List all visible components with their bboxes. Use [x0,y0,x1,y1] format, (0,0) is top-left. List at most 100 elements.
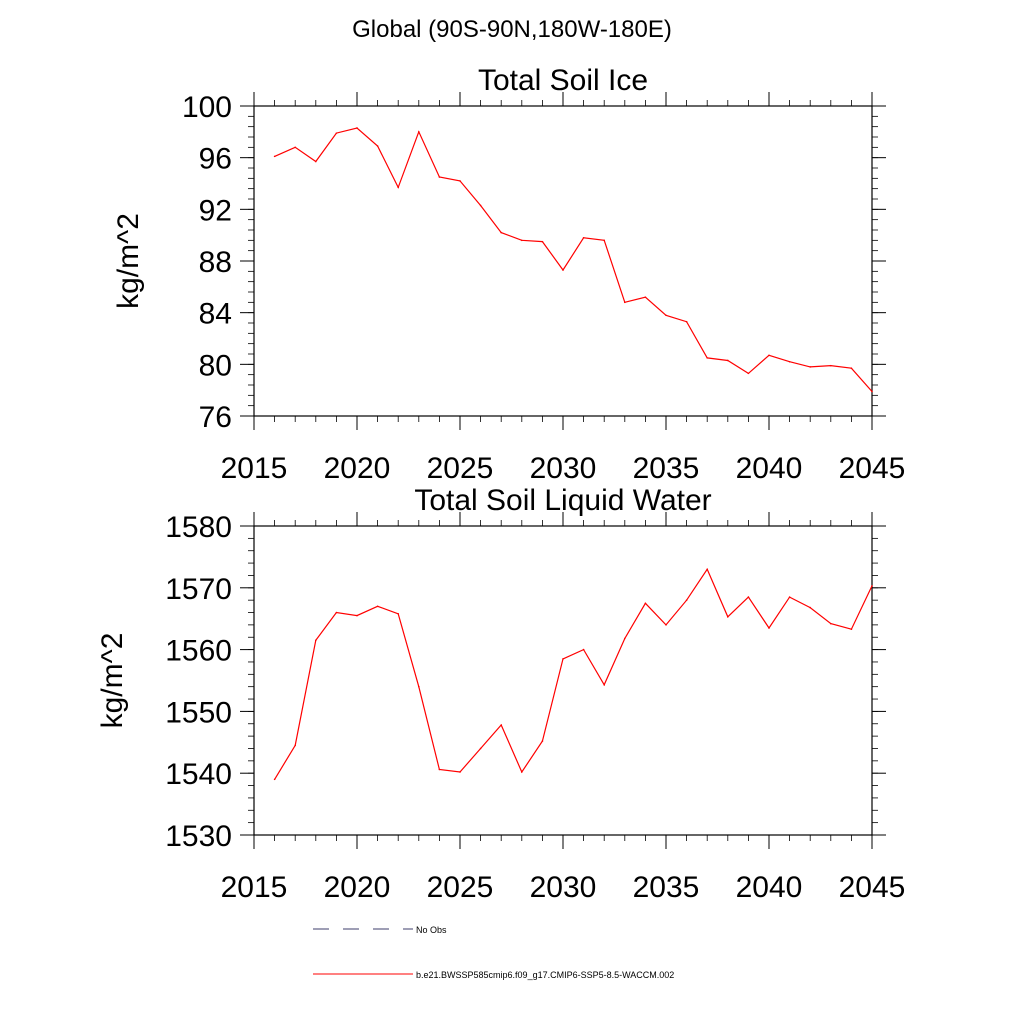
soil-liquid-water-plot-frame [253,525,873,836]
soil-liquid-water-data-point [294,744,297,747]
soil-ice-data-point [541,240,544,243]
soil-liquid-water-data-point [685,599,688,601]
soil-liquid-water-series-line [274,568,873,780]
soil-liquid-water-data-point [541,740,544,742]
soil-liquid-water-data-point [809,606,811,609]
soil-ice-x-tick-label: 2015 [221,452,288,485]
soil-ice-data-point [788,360,791,363]
soil-ice-data-point [582,236,585,239]
soil-liquid-water-data-point [788,596,791,598]
soil-liquid-water-data-point [376,605,379,608]
soil-ice-data-point [747,372,750,375]
soil-liquid-water-data-point [768,627,770,629]
soil-liquid-water-x-tick-label: 2045 [839,871,906,904]
soil-ice-chart: Total Soil Ice 2015 2020 2025 2030 2035 2040 20… [112,64,905,485]
soil-ice-y-tick-label: 100 [182,91,232,124]
soil-liquid-water-data-point [706,568,708,571]
soil-liquid-water-data-point [397,612,400,615]
soil-ice-x-tick-label: 2035 [633,452,700,485]
soil-liquid-water-data-point [603,684,605,686]
soil-liquid-water-data-point [582,648,585,651]
soil-liquid-water-data-point [315,639,317,642]
soil-ice-data-point [685,320,688,323]
soil-ice-data-point [665,314,667,317]
soil-liquid-water-data-point [871,585,873,587]
soil-liquid-water-x-tick-label: 2040 [736,871,803,904]
soil-liquid-water-x-tick-label: 2020 [324,871,391,904]
soil-ice-title: Total Soil Ice [478,64,648,97]
soil-liquid-water-x-tick-label: 2025 [427,871,494,904]
soil-ice-data-point [727,359,729,362]
soil-liquid-water-y-axis-label: kg/m^2 [96,633,129,729]
soil-liquid-water-data-point [418,685,420,688]
soil-ice-data-point [644,296,647,298]
soil-ice-data-point [871,390,873,393]
soil-ice-y-tick-label: 76 [199,401,232,434]
soil-ice-data-point [830,364,832,367]
soil-ice-data-point [397,186,400,189]
soil-ice-data-point [418,131,420,133]
soil-ice-data-point [376,145,379,147]
soil-ice-y-tick-label: 96 [199,143,232,176]
soil-ice-y-tick-label: 88 [199,246,232,279]
soil-ice-x-tick-label: 2045 [839,452,906,485]
soil-ice-data-point [479,204,482,207]
soil-ice-data-point [356,127,358,129]
soil-liquid-water-y-tick-label: 1530 [165,820,232,853]
soil-liquid-water-data-point [830,622,832,625]
soil-ice-data-point [624,301,626,304]
page-title: Global (90S-90N,180W-180E) [352,16,672,43]
soil-ice-data-point [335,132,338,134]
soil-ice-data-point [768,354,770,357]
soil-liquid-water-data-point [665,624,667,626]
soil-liquid-water-data-point [562,658,564,660]
soil-ice-data-point [521,239,523,242]
soil-ice-y-tick-label: 80 [199,349,232,382]
legend: No Obs b.e21.BWSSP585cmip6.f09_g17.CMIP6-… [313,925,674,980]
soil-ice-data-point [294,146,297,149]
soil-liquid-water-y-tick-label: 1570 [165,573,232,606]
legend-label-model: b.e21.BWSSP585cmip6.f09_g17.CMIP6-SSP5-8… [416,970,674,980]
soil-ice-data-point [500,231,503,234]
soil-liquid-water-data-point [335,611,338,614]
soil-liquid-water-chart: Total Soil Liquid Water 2015 2020 2025 2030 2… [96,484,905,904]
soil-liquid-water-data-point [273,778,276,781]
soil-liquid-water-y-tick-label: 1540 [165,758,232,791]
soil-liquid-water-y-tick-label: 1550 [165,696,232,729]
soil-liquid-water-y-tick-label: 1580 [165,511,232,544]
soil-liquid-water-x-tick-label: 2030 [530,871,597,904]
soil-liquid-water-data-point [747,596,750,598]
soil-liquid-water-data-point [727,616,729,618]
soil-ice-data-point [850,367,853,370]
soil-liquid-water-data-point [459,771,461,773]
soil-ice-y-axis-label: kg/m^2 [112,213,145,309]
soil-ice-data-point [273,155,276,158]
soil-ice-x-tick-label: 2040 [736,452,803,485]
soil-ice-data-point [809,366,811,368]
soil-ice-y-tick-label: 84 [199,298,232,331]
soil-liquid-water-y-tick-label: 1560 [165,635,232,668]
soil-liquid-water-data-point [479,747,482,750]
soil-ice-data-point [438,176,441,178]
soil-ice-x-tick-label: 2020 [324,452,391,485]
soil-liquid-water-x-tick-label: 2035 [633,871,700,904]
legend-label-no-obs: No Obs [416,925,447,935]
soil-ice-data-point [315,160,317,163]
soil-liquid-water-data-point [521,771,523,773]
soil-liquid-water-data-point [500,724,503,726]
soil-liquid-water-data-point [644,602,647,605]
soil-ice-x-tick-label: 2025 [427,452,494,485]
soil-ice-x-tick-label: 2030 [530,452,597,485]
soil-liquid-water-title: Total Soil Liquid Water [414,484,711,517]
soil-liquid-water-data-point [850,628,853,631]
soil-liquid-water-data-point [438,768,441,771]
soil-ice-data-point [706,357,708,359]
soil-ice-plot-frame [253,105,873,417]
soil-ice-series-line [274,127,873,392]
soil-ice-data-point [562,269,564,271]
soil-ice-data-point [603,239,605,242]
soil-ice-y-tick-label: 92 [199,194,232,227]
soil-liquid-water-x-tick-label: 2015 [221,871,288,904]
soil-liquid-water-data-point [624,637,626,640]
